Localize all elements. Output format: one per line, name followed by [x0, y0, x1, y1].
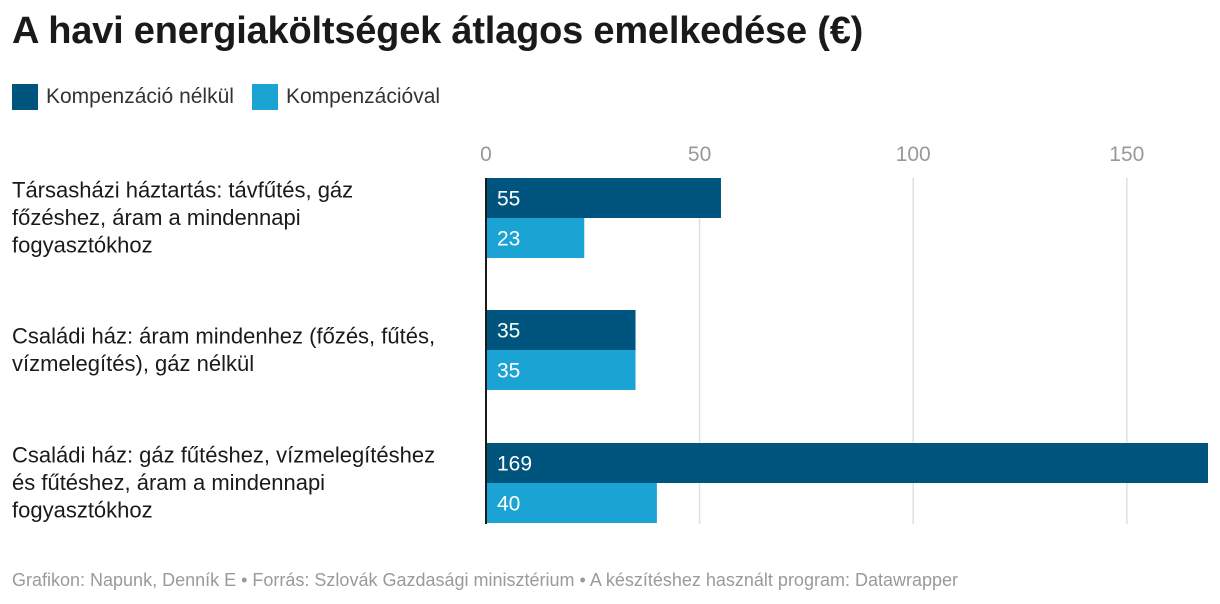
legend-label-without-compensation: Kompenzáció nélkül: [46, 85, 234, 108]
legend-item-without-compensation: Kompenzáció nélkül: [12, 84, 234, 110]
bar-value-label: 55: [497, 188, 520, 211]
bar-value-label: 40: [497, 493, 520, 516]
legend: Kompenzáció nélkül Kompenzációval: [12, 84, 458, 110]
category-label: Családi ház: gáz fűtéshez, vízmelegítésh…: [12, 443, 435, 468]
x-tick-label: 100: [896, 143, 931, 166]
category-label: és fűtéshez, áram a mindennapi: [12, 470, 325, 495]
bar-without-compensation: [486, 178, 721, 218]
bar-value-label: 35: [497, 360, 520, 383]
bar-without-compensation: [486, 443, 1208, 483]
bar-chart: 0 50 100 150 55 23 Társasházi háztartás: távfű…: [12, 143, 1208, 524]
x-tick-label: 50: [688, 143, 711, 166]
legend-swatch-without-compensation: [12, 84, 38, 110]
bar-with-compensation: [486, 483, 657, 523]
x-tick-label: 150: [1109, 143, 1144, 166]
chart-title: A havi energiaköltségek átlagos emelkedé…: [12, 10, 864, 52]
bar-value-label: 169: [497, 453, 532, 476]
category-label: fogyasztókhoz: [12, 498, 153, 523]
bar-with-compensation: [486, 218, 585, 258]
bar-value-label: 35: [497, 320, 520, 343]
legend-swatch-with-compensation: [251, 84, 278, 110]
legend-label-with-compensation: Kompenzációval: [285, 85, 441, 108]
legend-item-with-compensation: Kompenzációval: [251, 84, 441, 110]
x-tick-label: 0: [480, 143, 492, 166]
category-label: vízmelegítés), gáz nélkül: [12, 351, 254, 376]
source-footer: Grafikon: Napunk, Denník E • Forrás: Szl…: [12, 570, 959, 590]
category-label: Családi ház: áram mindenhez (főzés, fűté…: [12, 323, 435, 348]
bar-value-label: 23: [497, 228, 520, 251]
category-label: fogyasztókhoz: [12, 233, 153, 258]
bar-without-compensation: [486, 310, 636, 350]
category-label: főzéshez, áram a mindennapi: [12, 205, 301, 230]
bar-with-compensation: [486, 350, 636, 390]
category-label: Társasházi háztartás: távfűtés, gáz: [12, 178, 353, 203]
